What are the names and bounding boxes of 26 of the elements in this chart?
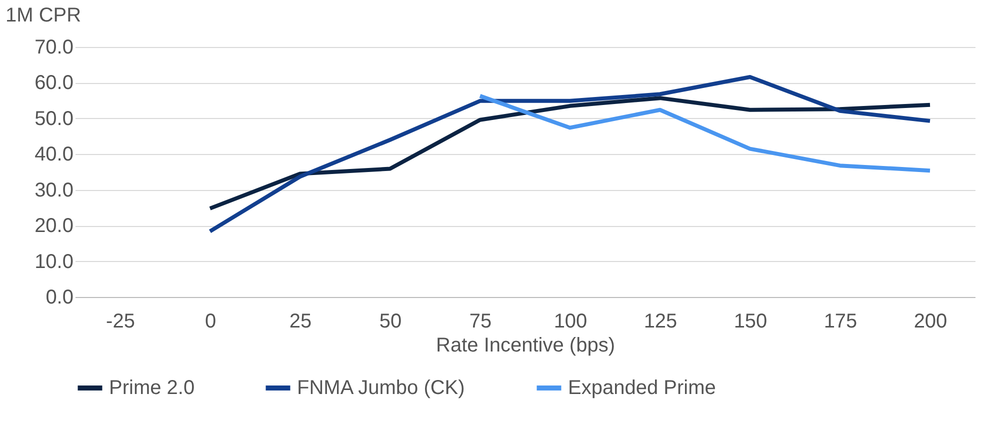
legend-label: Expanded Prime <box>568 377 716 399</box>
x-tick-label: 200 <box>914 310 948 332</box>
x-axis-title: Rate Incentive (bps) <box>436 334 615 356</box>
x-tick-label: 75 <box>469 310 492 332</box>
y-tick-label: 50.0 <box>34 108 74 130</box>
x-tick-label: 175 <box>824 310 858 332</box>
legend-label: Prime 2.0 <box>109 377 195 399</box>
y-tick-label: 10.0 <box>34 250 74 273</box>
line-series <box>208 75 932 234</box>
y-tick-label: 60.0 <box>34 72 74 94</box>
y-tick-label: 0.0 <box>46 286 74 308</box>
x-tick-label: 50 <box>379 310 402 332</box>
x-tick-label: 150 <box>734 310 768 332</box>
y-axis-title: 1M CPR <box>6 4 82 26</box>
y-tick-label: 40.0 <box>34 144 74 166</box>
y-tick-label: 30.0 <box>34 179 74 202</box>
line-series <box>478 94 932 173</box>
x-tick-label: 100 <box>554 310 588 332</box>
x-tick-label: 25 <box>289 310 312 332</box>
legend-label: FNMA Jumbo (CK) <box>297 377 465 399</box>
x-tick-label: -25 <box>106 310 135 332</box>
y-tick-label: 20.0 <box>34 215 74 238</box>
y-tick-label: 70.0 <box>34 36 74 58</box>
line-series <box>208 96 932 210</box>
x-tick-label: 0 <box>204 310 216 332</box>
x-tick-label: 125 <box>644 310 678 332</box>
